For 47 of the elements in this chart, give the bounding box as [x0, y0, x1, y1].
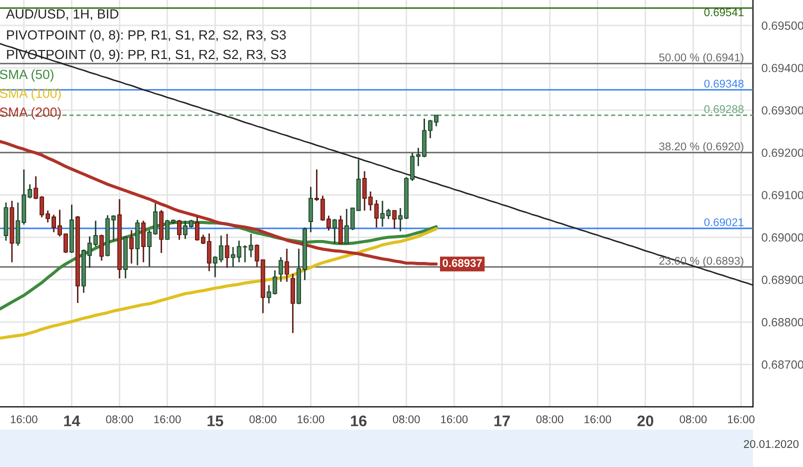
candlestick [278, 256, 284, 282]
x-tick-label: 16:00 [584, 415, 612, 424]
x-tick-label: 20 [637, 415, 654, 426]
annotation: PIVOTPOINT (0, 8): PP, R1, S1, R2, S2, R3, S3 [7, 30, 286, 42]
ref-line-label: 38.20 % (0.6920) [659, 142, 744, 153]
ref-line-label: 0.69541 [704, 8, 744, 16]
x-tick-label: 16:00 [10, 415, 38, 424]
ref-line-label: 0.69021 [704, 218, 744, 226]
x-tick-label: 16:00 [298, 415, 324, 424]
ref-line-label: 0.69288 [704, 105, 744, 114]
candlestick [392, 210, 397, 230]
x-tick-label: 15 [208, 416, 224, 426]
candlestick [242, 244, 248, 263]
candlestick [284, 248, 290, 282]
data-label: 0.68937 [442, 259, 482, 267]
candlestick [99, 234, 104, 262]
x-tick-label: 16:00 [154, 415, 181, 424]
legend-label: SMA (100) [0, 88, 61, 101]
x-tick-label: 16 [351, 415, 367, 426]
candlestick [332, 218, 337, 244]
x-tick-label: 08:00 [106, 415, 133, 424]
legend-label: SMA (50) [0, 69, 54, 82]
candlestick [368, 190, 373, 212]
text: AUD/USD, 1H, BID [6, 8, 118, 20]
x-tick-label: 16:00 [441, 415, 468, 424]
candlestick [248, 233, 254, 258]
x-tick-label: 08:00 [536, 415, 564, 424]
x-tick-label: 17 [494, 416, 510, 426]
line-series [0, 140, 438, 266]
x-tick-label: 08:00 [680, 415, 707, 424]
candlestick [224, 233, 230, 268]
line-series [0, 42, 753, 286]
candlestick [141, 220, 146, 263]
candlestick [338, 214, 343, 244]
candlestick [362, 170, 367, 212]
candlestick [308, 186, 313, 233]
x-tick-label: 16:00 [728, 415, 754, 424]
ref-line-label: 0.69348 [704, 80, 744, 88]
legend-label: SMA (200) [0, 107, 61, 120]
x-tick-label: 08:00 [249, 415, 276, 424]
ref-line-label: 50.00 % (0.6941) [659, 53, 744, 64]
candlestick [177, 219, 182, 241]
x-tick-label: 08:00 [392, 415, 420, 424]
x-tick-label: 14 [64, 416, 80, 426]
candlestick [374, 199, 379, 228]
text: 20.01.2020 [744, 440, 799, 448]
line-series [0, 227, 438, 340]
